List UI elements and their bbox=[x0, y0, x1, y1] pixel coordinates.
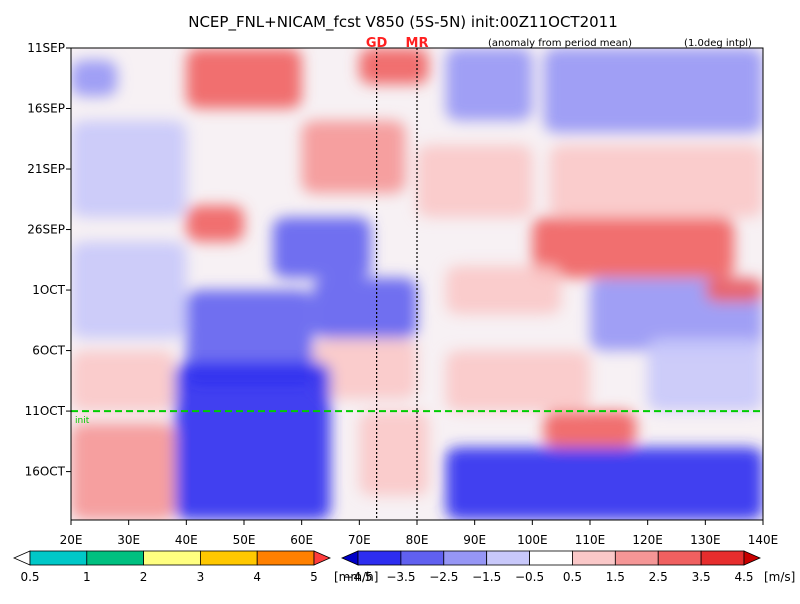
marker-labels: GD MR bbox=[366, 36, 429, 51]
colorbar-segment bbox=[29, 550, 88, 566]
x-tick-label: 140E bbox=[748, 533, 779, 547]
anomaly-field bbox=[71, 48, 763, 520]
anomaly-region bbox=[186, 48, 302, 109]
colorbar-segment bbox=[657, 550, 702, 566]
y-tick-label: 11OCT bbox=[25, 404, 66, 418]
anomaly-region bbox=[543, 411, 637, 448]
y-tick-label: 16SEP bbox=[27, 102, 65, 116]
y-tick-label: 16OCT bbox=[25, 465, 66, 479]
anomaly-region bbox=[705, 277, 763, 303]
x-tick-label: 130E bbox=[690, 533, 721, 547]
marker-label: MR bbox=[406, 36, 429, 51]
colorbar-segment bbox=[143, 550, 201, 566]
anomaly-region bbox=[71, 241, 187, 339]
x-tick-label: 100E bbox=[517, 533, 548, 547]
chart-subtitle-right: (1.0deg intpl) bbox=[684, 38, 752, 49]
y-tick-label: 26SEP bbox=[27, 223, 65, 237]
colorbar-cap-left bbox=[341, 550, 359, 566]
colorbar-unit: [m/s] bbox=[764, 570, 795, 584]
colorbar-segment bbox=[700, 550, 745, 566]
marker-label: GD bbox=[366, 36, 388, 51]
x-tick-label: 40E bbox=[175, 533, 198, 547]
colorbar-segment bbox=[572, 550, 616, 566]
anomaly-region bbox=[543, 48, 763, 133]
x-tick-label: 90E bbox=[463, 533, 486, 547]
anomaly-region bbox=[71, 120, 187, 218]
anomaly-region bbox=[549, 144, 763, 218]
anomaly-region bbox=[272, 217, 371, 278]
x-tick-label: 120E bbox=[632, 533, 663, 547]
colorbar-segment bbox=[86, 550, 145, 566]
colorbar-level-label: 2.5 bbox=[649, 570, 668, 584]
anomaly-region bbox=[301, 120, 406, 194]
anomaly-region bbox=[417, 144, 533, 218]
anomaly-region bbox=[359, 411, 429, 496]
colorbar-segment bbox=[357, 550, 402, 566]
colorbar-segment bbox=[199, 550, 258, 566]
anomaly-region bbox=[647, 338, 763, 412]
colorbar-level-label: 4 bbox=[253, 570, 261, 584]
colorbar-level-label: 3 bbox=[197, 570, 205, 584]
x-tick-label: 30E bbox=[117, 533, 140, 547]
x-tick-label: 20E bbox=[60, 533, 83, 547]
x-tick-label: 80E bbox=[406, 533, 429, 547]
marker-lines bbox=[376, 48, 418, 520]
y-tick-label: 21SEP bbox=[27, 162, 65, 176]
y-tick-label: 6OCT bbox=[32, 344, 65, 358]
colorbar-cap-left bbox=[13, 550, 31, 566]
anomaly-region bbox=[71, 60, 118, 97]
init-line-label: init bbox=[75, 416, 90, 426]
anomaly-region bbox=[445, 265, 562, 315]
colorbar-cap-right bbox=[313, 550, 331, 566]
x-tick-label: 60E bbox=[290, 533, 313, 547]
colorbar-segment bbox=[400, 550, 445, 566]
colorbar-segment bbox=[614, 550, 659, 566]
anomaly-region bbox=[186, 290, 314, 387]
anomaly-region bbox=[71, 423, 175, 520]
colorbar-cap-right bbox=[743, 550, 761, 566]
anomaly-region bbox=[313, 277, 417, 339]
colorbar-level-label: −3.5 bbox=[386, 570, 415, 584]
colorbar-level-label: 2 bbox=[140, 570, 148, 584]
colorbar-level-label: −0.5 bbox=[515, 570, 544, 584]
colorbar-level-label: 5 bbox=[310, 570, 318, 584]
anomaly-region bbox=[71, 350, 175, 412]
anomaly-region bbox=[313, 338, 417, 399]
anomaly-region bbox=[174, 362, 331, 520]
x-tick-label: 50E bbox=[233, 533, 256, 547]
wind-colorbar: −4.5 −3.5 −2.5 −1.5 −0.5 0.5 1.5 2.5 3.5 4.5 [m/s] bbox=[341, 550, 795, 584]
chart-title: NCEP_FNL+NICAM_fcst V850 (5S-5N) init:00… bbox=[188, 13, 618, 32]
x-tick-label: 70E bbox=[348, 533, 371, 547]
colorbar-segment bbox=[256, 550, 315, 566]
plot-area: init bbox=[71, 48, 763, 520]
colorbar-level-label: 0.5 bbox=[20, 570, 39, 584]
colorbar-segment bbox=[529, 550, 573, 566]
colorbar-level-label: −1.5 bbox=[472, 570, 501, 584]
x-axis: 20E 30E 40E 50E 60E 70E 80E 90E 100E 110E 120E 130E… bbox=[60, 520, 779, 547]
precip-colorbar: 0.5 1 2 3 4 5 [mm/h] bbox=[13, 550, 378, 584]
x-tick-label: 110E bbox=[575, 533, 606, 547]
anomaly-region bbox=[445, 447, 763, 520]
y-tick-label: 11SEP bbox=[27, 41, 65, 55]
colorbar-level-label: 0.5 bbox=[563, 570, 582, 584]
anomaly-region bbox=[186, 205, 244, 242]
colorbar-level-label: 1.5 bbox=[606, 570, 625, 584]
colorbar-level-label: 4.5 bbox=[734, 570, 753, 584]
y-axis: 11SEP 16SEP 21SEP 26SEP 1OCT 6OCT 11OCT 16OCT bbox=[25, 41, 71, 479]
anomaly-region bbox=[445, 350, 590, 412]
init-line-group: init bbox=[71, 410, 763, 426]
chart-subtitle-left: (anomaly from period mean) bbox=[488, 38, 632, 49]
colorbar-level-label: −4.5 bbox=[343, 570, 372, 584]
colorbar-segment bbox=[443, 550, 488, 566]
colorbar-unit: [mm/h] bbox=[334, 570, 378, 584]
colorbar-segment bbox=[486, 550, 530, 566]
anomaly-region bbox=[445, 48, 533, 121]
colorbar-level-label: 3.5 bbox=[692, 570, 711, 584]
y-tick-label: 1OCT bbox=[32, 283, 65, 297]
anomaly-region bbox=[532, 217, 735, 278]
colorbar-level-label: 1 bbox=[83, 570, 91, 584]
colorbar-level-label: −2.5 bbox=[429, 570, 458, 584]
anomaly-region bbox=[359, 48, 429, 85]
